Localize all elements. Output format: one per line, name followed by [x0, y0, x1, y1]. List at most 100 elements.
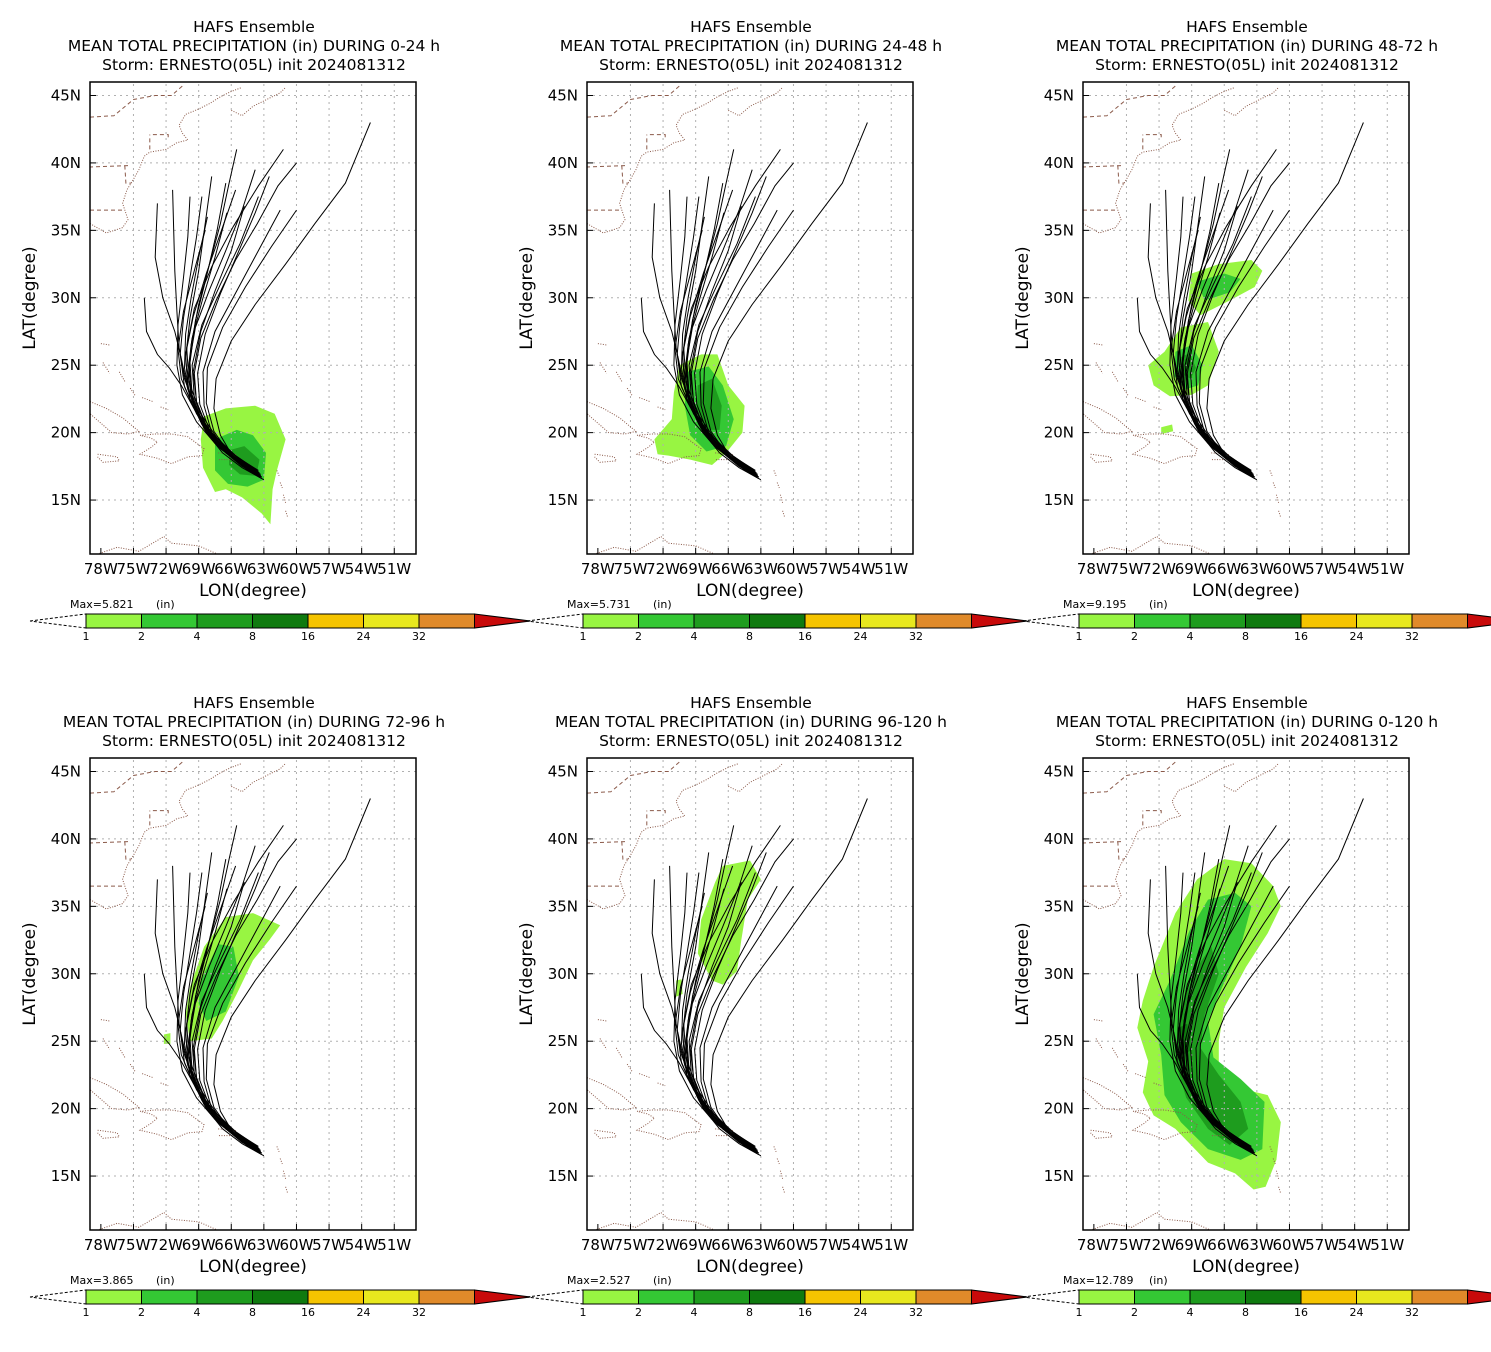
lon-tick-label: 57W	[312, 560, 346, 578]
colorbar-over-triangle	[474, 613, 531, 629]
lon-tick-label: 54W	[842, 560, 876, 578]
lat-tick-label: 20N	[1044, 1100, 1074, 1118]
lat-tick-label: 15N	[548, 1167, 578, 1185]
lon-tick-label: 54W	[1338, 1236, 1372, 1254]
colorbar-segment	[363, 1289, 420, 1305]
panel-title-line1: HAFS Ensemble	[690, 18, 812, 36]
lat-tick-label: 40N	[548, 154, 578, 172]
lon-tick-label: 57W	[312, 1236, 346, 1254]
lat-tick-label: 15N	[1044, 491, 1074, 509]
colorbar-level-label: 8	[1242, 630, 1249, 643]
lon-tick-label: 72W	[149, 560, 183, 578]
lon-tick-label: 60W	[777, 560, 811, 578]
lon-tick-label: 78W	[581, 1236, 615, 1254]
track-line	[674, 906, 755, 1147]
coastline	[102, 1038, 111, 1050]
y-axis-label: LAT(degree)	[517, 246, 537, 349]
colorbar-segment	[1134, 613, 1191, 629]
track-line	[690, 162, 794, 477]
coastline	[657, 1082, 666, 1087]
lon-tick-label: 75W	[1110, 560, 1144, 578]
colorbar: Max=9.195 (in)1 2 4 8 16 24 32	[1022, 598, 1491, 643]
lon-tick-label: 63W	[247, 1236, 281, 1254]
lat-tick-label: 45N	[548, 762, 578, 780]
coastline	[138, 433, 205, 465]
coastline	[779, 1170, 784, 1179]
colorbar-segment	[1245, 1289, 1302, 1305]
lon-tick-label: 69W	[1175, 1236, 1209, 1254]
lat-tick-label: 15N	[51, 491, 81, 509]
lon-tick-label: 66W	[1207, 560, 1241, 578]
coastline	[90, 401, 140, 435]
colorbar-segment	[252, 1289, 309, 1305]
track-line	[1181, 149, 1255, 479]
state-border	[149, 134, 169, 138]
state-border	[587, 841, 626, 844]
track-line	[188, 169, 261, 477]
colorbar-segment	[307, 613, 364, 629]
lat-tick-label: 25N	[1044, 356, 1074, 374]
coastline	[635, 1109, 702, 1141]
colorbar: Max=5.821 (in)1 2 4 8 16 24 32	[29, 598, 531, 643]
coastline	[594, 453, 618, 463]
lat-tick-label: 45N	[1044, 86, 1074, 104]
coastline	[1275, 1170, 1280, 1179]
y-axis-label: LAT(degree)	[1013, 246, 1033, 349]
coastline	[279, 1158, 283, 1165]
precip-region-3	[696, 378, 722, 430]
ensemble-tracks	[1136, 122, 1364, 481]
track-line	[685, 149, 759, 479]
panel-title-line3: Storm: ERNESTO(05L) init 2024081312	[1095, 732, 1399, 750]
colorbar-segment	[252, 613, 309, 629]
lon-tick-label: 69W	[1175, 560, 1209, 578]
lon-tick-label: 57W	[1305, 1236, 1339, 1254]
max-label: Max=2.527	[567, 1274, 630, 1287]
track-line	[1170, 230, 1251, 471]
state-border	[587, 761, 680, 794]
units-label: (in)	[653, 598, 672, 611]
coastline	[657, 406, 666, 411]
coastline	[276, 470, 280, 476]
coastline	[599, 362, 608, 374]
lon-tick-label: 69W	[679, 1236, 713, 1254]
colorbar-segment	[693, 1289, 750, 1305]
coastline	[1111, 1047, 1119, 1058]
coastline	[587, 762, 740, 910]
state-border	[1083, 841, 1122, 844]
colorbar-level-label: 16	[301, 630, 315, 643]
state-border	[124, 165, 132, 184]
colorbar-level-label: 8	[249, 1306, 256, 1319]
lon-tick-label: 75W	[614, 1236, 648, 1254]
lat-tick-label: 45N	[51, 86, 81, 104]
ensemble-tracks	[143, 122, 371, 481]
lat-tick-label: 25N	[51, 1032, 81, 1050]
panel-title-line2: MEAN TOTAL PRECIPITATION (in) DURING 96-…	[555, 713, 947, 731]
lat-tick-label: 35N	[51, 897, 81, 915]
lat-tick-label: 15N	[51, 1167, 81, 1185]
lon-tick-label: 66W	[214, 560, 248, 578]
lon-tick-label: 75W	[117, 1236, 151, 1254]
colorbar-level-label: 32	[412, 630, 426, 643]
lon-tick-label: 54W	[842, 1236, 876, 1254]
y-axis-label: LAT(degree)	[517, 922, 537, 1025]
panel-title-line3: Storm: ERNESTO(05L) init 2024081312	[1095, 56, 1399, 74]
state-border	[1142, 810, 1162, 814]
colorbar-level-label: 24	[854, 1306, 868, 1319]
coastline	[100, 343, 110, 346]
track-line	[674, 230, 755, 471]
track-line	[1172, 872, 1252, 1150]
ensemble-tracks	[143, 798, 371, 1157]
colorbar-segment	[363, 613, 420, 629]
lon-tick-label: 69W	[679, 560, 713, 578]
borders	[587, 85, 680, 211]
coastline	[285, 1186, 289, 1194]
track-line	[1181, 169, 1254, 477]
coastline	[597, 343, 607, 346]
track-line	[177, 230, 258, 471]
lon-tick-label: 66W	[214, 1236, 248, 1254]
lat-tick-label: 35N	[1044, 897, 1074, 915]
lon-tick-label: 63W	[247, 560, 281, 578]
